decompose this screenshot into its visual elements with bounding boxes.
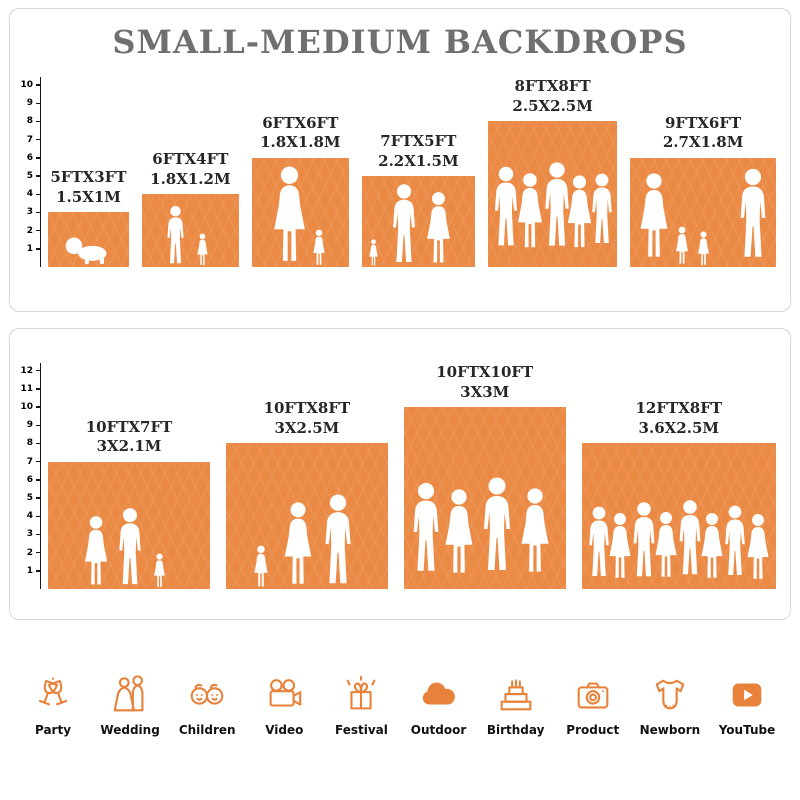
bar-size-label: 10FTX8FT 3X2.5M	[264, 399, 351, 438]
product-icon	[577, 682, 609, 709]
category-label: Children	[178, 723, 236, 737]
category-item-video: Video	[247, 674, 321, 737]
people-silhouette	[167, 205, 208, 265]
people-silhouette	[84, 508, 165, 587]
medium-backdrops-panel: 1 2 3 4 5 6 7 8 9 10 11 12 10FTX7FT 3X2.1M 10FT	[9, 328, 791, 620]
bar-size-label: 9FTX6FT 2.7X1.8M	[663, 114, 743, 153]
y-axis-ruler: 1 2 3 4 5 6 7 8 9 10	[20, 77, 41, 267]
category-label: Outdoor	[410, 723, 467, 737]
category-label: Newborn	[639, 723, 701, 737]
category-item-children: Children	[170, 674, 244, 737]
people-silhouette	[369, 184, 451, 266]
category-item-festival: Festival	[324, 674, 398, 737]
newborn-icon	[655, 679, 685, 710]
backdrop-bar	[403, 407, 566, 589]
bar-group-10x7: 10FTX7FT 3X2.1M	[48, 418, 210, 589]
size-ft-text: 10FTX7FT	[85, 417, 173, 436]
bar-size-label: 6FTX4FT 1.8X1.2M	[150, 150, 230, 189]
wedding-icon	[113, 675, 144, 712]
bar-size-label: 5FTX3FT 1.5X1M	[50, 168, 126, 207]
backdrop-bar	[361, 176, 476, 267]
category-label: Birthday	[486, 723, 545, 737]
backdrop-bar	[48, 461, 210, 589]
bar-group-6x4: 6FTX4FT 1.8X1.2M	[141, 150, 239, 267]
festival-icon	[347, 675, 376, 710]
category-label: Wedding	[100, 723, 160, 737]
size-ft-text: 5FTX3FT	[50, 168, 127, 187]
size-m-text: 3X2.1M	[96, 437, 162, 456]
bar-group-8x8: 8FTX8FT 2.5X2.5M	[487, 77, 618, 267]
category-label: Party	[34, 723, 72, 737]
bar-group-9x6: 9FTX6FT 2.7X1.8M	[630, 114, 776, 267]
bar-group-7x5: 7FTX5FT 2.2X1.5M	[361, 132, 476, 267]
size-m-text: 3X2.5M	[274, 418, 340, 437]
size-m-text: 1.8X1.8M	[260, 133, 341, 152]
outdoor-icon	[422, 682, 455, 705]
birthday-icon	[500, 679, 532, 711]
size-ft-text: 6FTX4FT	[152, 150, 229, 169]
page-title: SMALL-MEDIUM BACKDROPS	[112, 23, 688, 61]
size-ft-text: 10FTX8FT	[263, 399, 351, 418]
size-ft-text: 8FTX8FT	[514, 77, 591, 96]
category-row: Party Wedding	[16, 674, 784, 737]
party-icon	[38, 677, 68, 706]
people-silhouette	[494, 162, 612, 248]
category-item-wedding: Wedding	[93, 674, 167, 737]
youtube-icon	[732, 683, 762, 707]
category-item-youtube: YouTube	[710, 674, 784, 737]
size-m-text: 2.5X2.5M	[512, 96, 593, 115]
people-silhouette	[254, 494, 351, 587]
category-item-product: Product	[556, 674, 630, 737]
bars-row: 5FTX3FT 1.5X1M 6FTX4FT 1.8X1.2M	[48, 77, 776, 267]
bar-size-label: 12FTX8FT 3.6X2.5M	[635, 399, 722, 438]
bar-size-label: 6FTX6FT 1.8X1.8M	[260, 114, 340, 153]
small-backdrops-panel: SMALL-MEDIUM BACKDROPS 1 2 3 4 5 6 7 8 9 10 5FTX3…	[9, 8, 791, 312]
category-label: Product	[566, 723, 620, 737]
bar-group-12x8: 12FTX8FT 3.6X2.5M	[581, 399, 776, 589]
bars-row: 10FTX7FT 3X2.1M 10FTX8FT 3X2.5M	[48, 363, 776, 589]
bar-size-label: 10FTX7FT 3X2.1M	[86, 418, 173, 457]
category-item-outdoor: Outdoor	[402, 674, 476, 737]
backdrop-bar	[581, 443, 776, 589]
bar-size-label: 7FTX5FT 2.2X1.5M	[378, 132, 458, 171]
people-silhouette	[65, 237, 106, 265]
video-icon	[269, 679, 302, 707]
category-label: Video	[265, 723, 304, 737]
people-silhouette	[274, 166, 326, 265]
y-axis-ruler: 1 2 3 4 5 6 7 8 9 10 11 12	[20, 362, 41, 589]
size-ft-text: 9FTX6FT	[665, 113, 742, 132]
bar-size-label: 8FTX8FT 2.5X2.5M	[512, 77, 592, 116]
backdrop-bar	[141, 194, 239, 267]
category-item-newborn: Newborn	[633, 674, 707, 737]
size-ft-text: 12FTX8FT	[635, 399, 723, 418]
page-root: SMALL-MEDIUM BACKDROPS 1 2 3 4 5 6 7 8 9 10 5FTX3…	[0, 8, 800, 737]
bar-group-5x3: 5FTX3FT 1.5X1M	[48, 168, 129, 267]
backdrop-bar	[630, 157, 776, 267]
backdrop-bar	[251, 157, 349, 267]
size-m-text: 3.6X2.5M	[638, 418, 719, 437]
bar-group-6x6: 6FTX6FT 1.8X1.8M	[251, 114, 349, 267]
bar-size-label: 10FTX10FT 3X3M	[436, 363, 533, 402]
size-ft-text: 7FTX5FT	[380, 132, 457, 150]
category-item-birthday: Birthday	[479, 674, 553, 737]
backdrop-bar	[48, 212, 129, 267]
size-ft-text: 6FTX6FT	[262, 113, 339, 132]
children-icon	[190, 683, 224, 705]
people-silhouette	[413, 477, 549, 573]
category-label: YouTube	[718, 723, 776, 737]
size-m-text: 1.8X1.2M	[150, 169, 231, 188]
people-silhouette	[640, 168, 766, 265]
bar-group-10x10: 10FTX10FT 3X3M	[403, 363, 566, 589]
people-silhouette	[589, 500, 769, 579]
size-m-text: 1.5X1M	[56, 187, 121, 206]
size-m-text: 3X3M	[460, 382, 510, 401]
size-m-text: 2.2X1.5M	[378, 151, 459, 170]
backdrop-bar	[487, 121, 618, 267]
bar-group-10x8: 10FTX8FT 3X2.5M	[225, 399, 388, 589]
category-item-party: Party	[16, 674, 90, 737]
size-ft-text: 10FTX10FT	[436, 363, 534, 381]
backdrop-bar	[225, 443, 388, 589]
category-label: Festival	[335, 723, 388, 737]
size-m-text: 2.7X1.8M	[662, 133, 744, 152]
